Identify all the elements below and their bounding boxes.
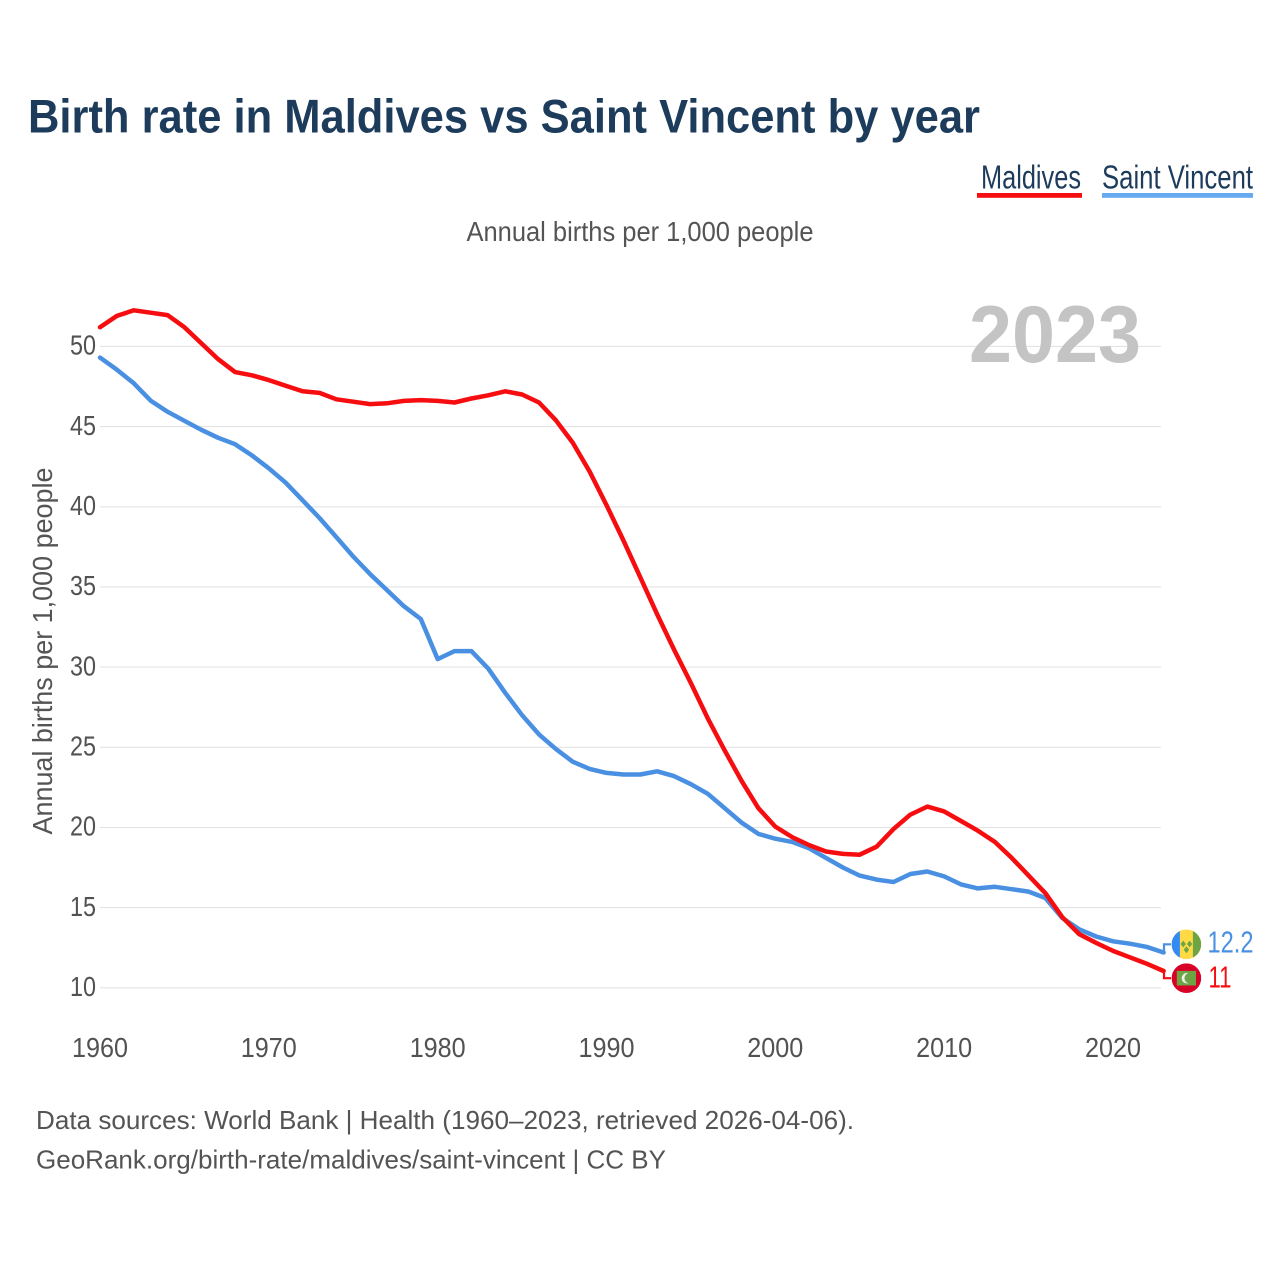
svg-text:20: 20 (70, 811, 96, 842)
svg-text:2010: 2010 (916, 1032, 972, 1063)
svg-text:Maldives: Maldives (981, 159, 1081, 196)
svg-text:1990: 1990 (579, 1032, 635, 1063)
svg-text:Annual births per 1,000 people: Annual births per 1,000 people (27, 468, 58, 835)
svg-text:11: 11 (1209, 960, 1232, 995)
svg-text:Data sources: World Bank | Hea: Data sources: World Bank | Health (1960–… (36, 1105, 854, 1135)
svg-text:10: 10 (70, 971, 96, 1002)
svg-text:1960: 1960 (72, 1032, 128, 1063)
svg-text:12.2: 12.2 (1208, 925, 1254, 960)
svg-text:Birth rate in Maldives vs Sain: Birth rate in Maldives vs Saint Vincent … (28, 90, 980, 143)
svg-text:35: 35 (70, 570, 96, 601)
svg-text:2020: 2020 (1085, 1032, 1141, 1063)
svg-text:2000: 2000 (747, 1032, 803, 1063)
svg-text:50: 50 (70, 330, 96, 361)
svg-text:Saint Vincent: Saint Vincent (1102, 159, 1253, 196)
svg-text:40: 40 (70, 490, 96, 521)
svg-text:2023: 2023 (969, 290, 1141, 380)
svg-text:1970: 1970 (241, 1032, 297, 1063)
svg-text:15: 15 (70, 891, 96, 922)
svg-text:45: 45 (70, 410, 96, 441)
svg-text:GeoRank.org/birth-rate/maldive: GeoRank.org/birth-rate/maldives/saint-vi… (36, 1144, 666, 1174)
svg-text:25: 25 (70, 731, 96, 762)
svg-text:30: 30 (70, 650, 96, 681)
svg-text:1980: 1980 (410, 1032, 466, 1063)
svg-text:Annual births per 1,000 people: Annual births per 1,000 people (467, 216, 814, 247)
